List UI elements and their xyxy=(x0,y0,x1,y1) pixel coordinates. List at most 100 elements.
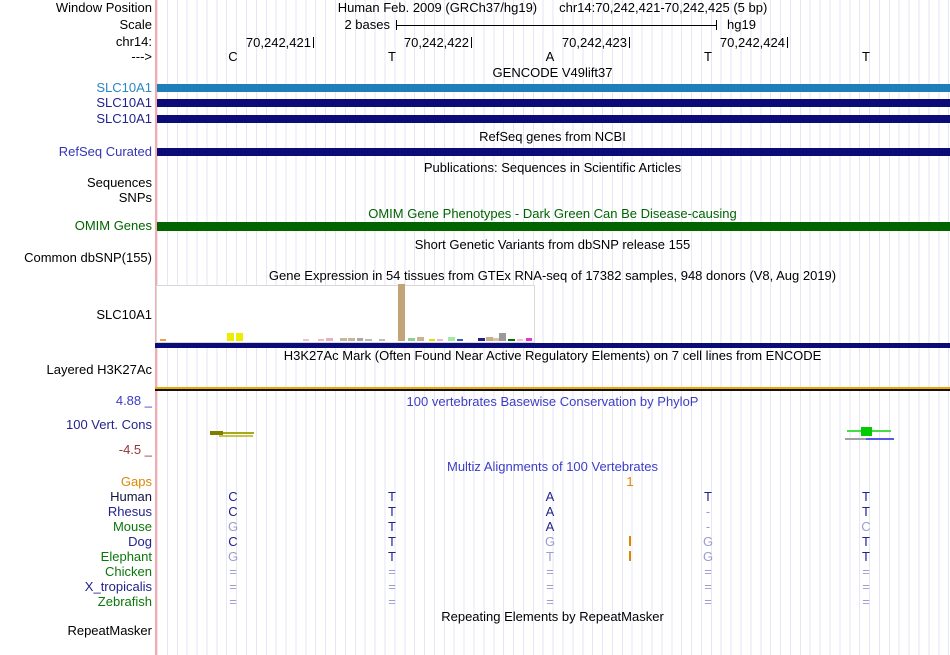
ruler-coordinate: 70,242,423 xyxy=(561,35,627,50)
omim-track-title[interactable]: OMIM Gene Phenotypes - Dark Green Can Be… xyxy=(368,206,737,221)
omim-genes-label[interactable]: OMIM Genes xyxy=(74,218,152,233)
conservation-max-value: 4.88 _ xyxy=(115,393,152,408)
gencode-gene-label[interactable]: SLC10A1 xyxy=(96,111,152,126)
multiz-gap-tick xyxy=(629,536,631,546)
publications-snps-label[interactable]: SNPs xyxy=(118,190,152,205)
position-range-title: chr14:70,242,421-70,242,425 (5 bp) xyxy=(559,0,768,15)
multiz-base: T xyxy=(862,489,870,504)
gtex-expression-bar xyxy=(429,339,435,341)
gtex-track-title[interactable]: Gene Expression in 54 tissues from GTEx … xyxy=(268,268,837,283)
gtex-expression-bar xyxy=(508,339,515,341)
gtex-expression-bar xyxy=(408,338,415,341)
multiz-base: T xyxy=(546,549,554,564)
conservation-wiggle-left xyxy=(212,432,254,434)
refseq-track-title[interactable]: RefSeq genes from NCBI xyxy=(479,129,626,144)
multiz-species-label[interactable]: Zebrafish xyxy=(97,594,152,609)
multiz-base: C xyxy=(228,489,238,504)
multiz-base: = xyxy=(229,594,237,609)
multiz-base: = xyxy=(388,579,396,594)
h3k27ac-label[interactable]: Layered H3K27Ac xyxy=(46,362,152,377)
conservation-peak-box xyxy=(861,427,872,436)
gtex-expression-bar xyxy=(340,338,347,341)
conservation-blue-segment xyxy=(866,438,894,440)
multiz-species-label[interactable]: Rhesus xyxy=(107,504,152,519)
ruler-coordinate-tick xyxy=(629,37,630,48)
gtex-expression-bar xyxy=(499,333,506,341)
publications-sequences-label[interactable]: Sequences xyxy=(86,175,152,190)
multiz-base: A xyxy=(545,504,555,519)
gencode-gene-bar[interactable] xyxy=(157,99,950,107)
gtex-expression-bar xyxy=(236,333,243,341)
strand-direction-label[interactable]: ---> xyxy=(131,49,152,64)
multiz-track-title[interactable]: Multiz Alignments of 100 Vertebrates xyxy=(446,459,658,474)
gtex-expression-bar xyxy=(517,339,523,341)
multiz-base: T xyxy=(388,549,396,564)
gtex-expression-bar xyxy=(457,339,463,341)
conservation-track-title[interactable]: 100 vertebrates Basewise Conservation by… xyxy=(406,394,699,409)
gtex-expression-bar xyxy=(365,339,372,341)
omim-gene-bar[interactable] xyxy=(157,222,950,231)
multiz-base: T xyxy=(704,489,712,504)
window-position-label: Window Position xyxy=(55,0,152,15)
gencode-gene-bar[interactable] xyxy=(157,84,950,92)
gtex-expression-bar xyxy=(227,333,234,341)
multiz-base: A xyxy=(545,519,555,534)
refseq-gene-bar[interactable] xyxy=(157,148,950,156)
ruler-base: T xyxy=(862,49,870,64)
ruler-coordinate-tick xyxy=(313,37,314,48)
multiz-base: T xyxy=(388,519,396,534)
gtex-expression-bar xyxy=(318,339,324,341)
scale-value: 2 bases xyxy=(344,17,390,32)
gencode-gene-label[interactable]: SLC10A1 xyxy=(96,95,152,110)
gtex-plot-box xyxy=(156,285,535,343)
multiz-base: G xyxy=(227,519,239,534)
gencode-track-title[interactable]: GENCODE V49lift37 xyxy=(492,65,613,80)
multiz-species-label[interactable]: Elephant xyxy=(100,549,152,564)
multiz-species-label[interactable]: X_tropicalis xyxy=(84,579,152,594)
multiz-base: G xyxy=(544,534,556,549)
scale-bar-right-tick xyxy=(716,20,717,30)
publications-track-title[interactable]: Publications: Sequences in Scientific Ar… xyxy=(423,160,682,175)
multiz-species-label[interactable]: Gaps xyxy=(120,474,152,489)
gtex-expression-bar xyxy=(348,338,355,341)
h3k27ac-track-title[interactable]: H3K27Ac Mark (Often Found Near Active Re… xyxy=(283,348,822,363)
gtex-expression-bar xyxy=(417,337,424,341)
multiz-base: A xyxy=(545,489,555,504)
conservation-arrow-left xyxy=(210,431,223,435)
multiz-base: C xyxy=(228,534,238,549)
multiz-species-label[interactable]: Human xyxy=(110,489,152,504)
gtex-expression-bar xyxy=(478,338,485,341)
repeatmasker-track-title[interactable]: Repeating Elements by RepeatMasker xyxy=(441,609,664,624)
multiz-species-label[interactable]: Dog xyxy=(128,534,152,549)
gtex-gene-model-bar[interactable] xyxy=(155,343,950,348)
gencode-gene-bar[interactable] xyxy=(157,115,950,123)
gtex-expression-bar xyxy=(379,339,385,341)
multiz-base: T xyxy=(862,504,870,519)
assembly-title: Human Feb. 2009 (GRCh37/hg19) xyxy=(337,0,538,15)
multiz-base: C xyxy=(861,519,871,534)
multiz-base: = xyxy=(229,579,237,594)
refseq-curated-label[interactable]: RefSeq Curated xyxy=(58,144,152,159)
scale-bar xyxy=(396,25,717,26)
dbsnp-label[interactable]: Common dbSNP(155) xyxy=(24,250,152,265)
gtex-expression-bar xyxy=(326,338,333,341)
scale-label: Scale xyxy=(119,17,152,32)
gencode-gene-label[interactable]: SLC10A1 xyxy=(96,80,152,95)
conservation-label[interactable]: 100 Vert. Cons xyxy=(66,417,152,432)
gtex-gene-label[interactable]: SLC10A1 xyxy=(96,307,152,322)
conservation-min-value: -4.5 _ xyxy=(118,442,152,457)
ruler-base: A xyxy=(545,49,555,64)
gtex-expression-bar xyxy=(357,338,363,341)
multiz-gap-tick xyxy=(629,551,631,561)
scale-bar-left-tick xyxy=(396,20,397,30)
multiz-base: = xyxy=(862,579,870,594)
dbsnp-track-title[interactable]: Short Genetic Variants from dbSNP releas… xyxy=(414,237,691,252)
gtex-expression-bar xyxy=(526,338,532,341)
multiz-base: G xyxy=(227,549,239,564)
gtex-expression-bar xyxy=(437,339,443,341)
repeatmasker-label[interactable]: RepeatMasker xyxy=(67,623,152,638)
multiz-species-label[interactable]: Mouse xyxy=(112,519,152,534)
multiz-species-label[interactable]: Chicken xyxy=(105,564,152,579)
multiz-gap-count: 1 xyxy=(626,474,634,489)
conservation-gray-segment xyxy=(845,438,869,440)
